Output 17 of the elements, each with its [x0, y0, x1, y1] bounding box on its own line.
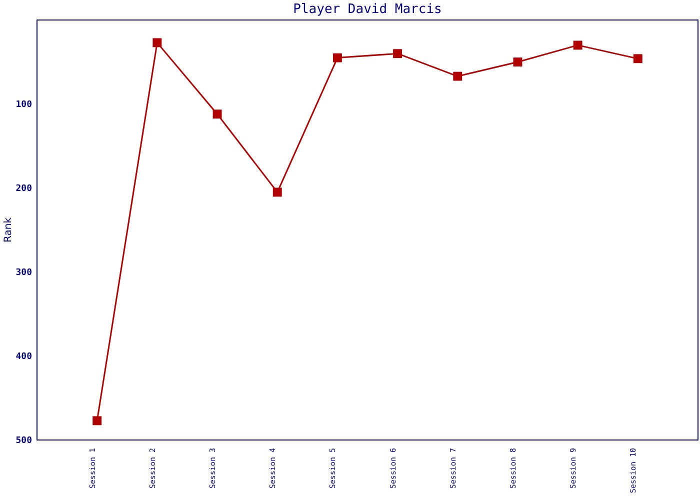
point	[393, 49, 402, 58]
chart-title: Player David Marcis	[293, 2, 442, 17]
point	[272, 188, 282, 197]
point	[212, 110, 222, 119]
point	[332, 53, 342, 62]
point	[92, 416, 102, 426]
y-tick-label: 400	[16, 352, 32, 362]
y-tick-label: 300	[16, 268, 32, 278]
point	[152, 38, 162, 48]
y-tick-label: 200	[16, 184, 32, 194]
y-tick-label: 500	[16, 436, 32, 446]
point	[633, 54, 642, 64]
point	[573, 40, 582, 50]
point	[513, 58, 522, 66]
y-axis-title: Rank	[3, 217, 14, 242]
point	[453, 72, 462, 81]
y-tick-label: 100	[16, 100, 32, 110]
